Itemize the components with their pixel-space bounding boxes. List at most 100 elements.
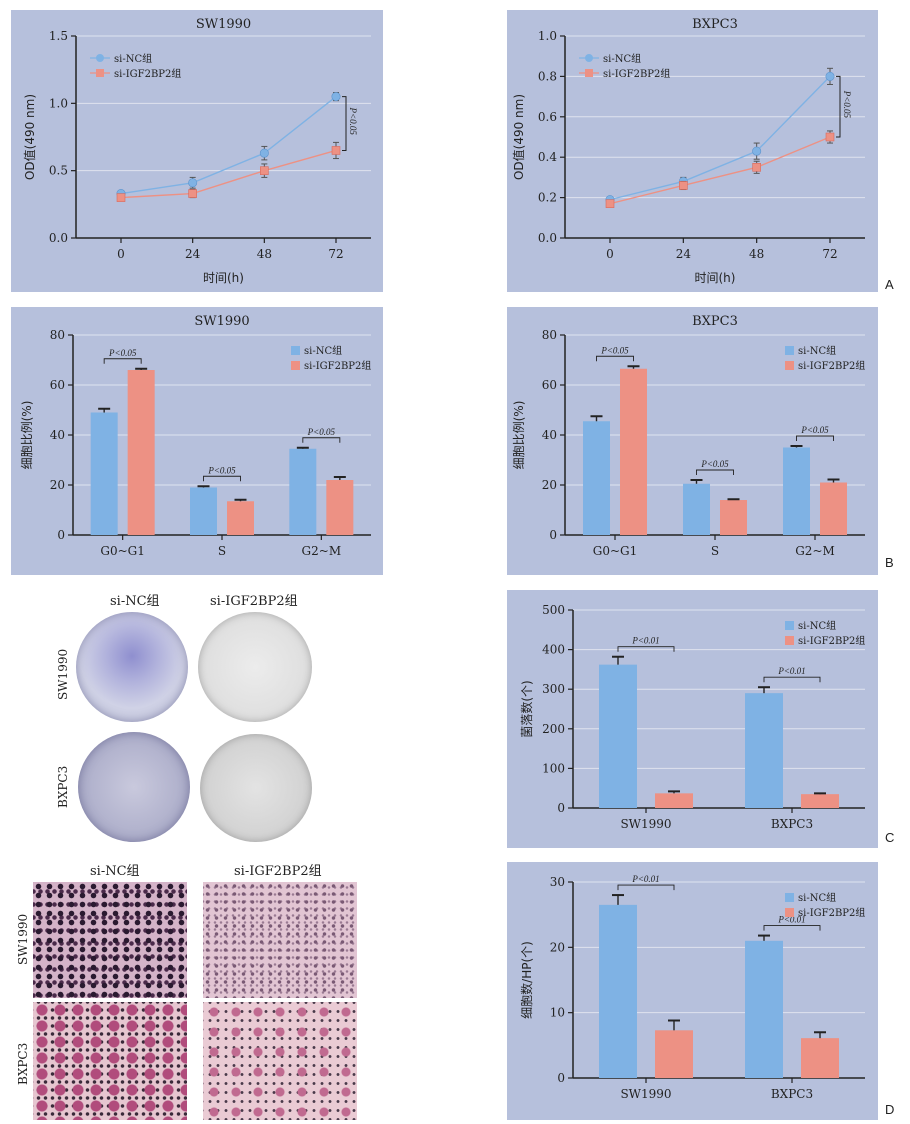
legend-swatch bbox=[785, 893, 794, 902]
transwell-col-header-nc: si-NC组 bbox=[90, 864, 140, 879]
bar bbox=[683, 483, 710, 535]
data-point bbox=[188, 178, 198, 188]
x-tick-label: 0 bbox=[117, 247, 125, 261]
data-point bbox=[331, 92, 341, 102]
x-tick-label: G0~G1 bbox=[593, 544, 638, 558]
bar bbox=[326, 480, 354, 535]
significance-label: P<0.05 bbox=[842, 90, 852, 119]
y-tick-label: 60 bbox=[50, 378, 65, 392]
significance-label: P<0.01 bbox=[777, 915, 805, 925]
y-tick-label: 40 bbox=[542, 428, 557, 442]
legend-marker bbox=[96, 69, 104, 77]
chart-title: SW1990 bbox=[196, 17, 251, 32]
bar-chart-migration: 0102030细胞数/HP(个)SW1990P<0.01BXPC3P<0.01s… bbox=[519, 874, 865, 1101]
y-tick-label: 0.5 bbox=[49, 164, 68, 178]
x-tick-label: 0 bbox=[606, 247, 614, 261]
data-point bbox=[752, 163, 761, 172]
y-tick-label: 30 bbox=[550, 875, 565, 889]
chart-title: BXPC3 bbox=[692, 17, 738, 32]
significance-bracket bbox=[617, 884, 675, 891]
data-point bbox=[825, 71, 835, 81]
legend-label: si-NC组 bbox=[304, 344, 342, 357]
significance-label: P<0.05 bbox=[600, 345, 629, 355]
legend-swatch bbox=[785, 361, 794, 370]
x-tick-label: BXPC3 bbox=[771, 1087, 813, 1101]
y-tick-label: 0.0 bbox=[538, 231, 557, 245]
data-point bbox=[259, 148, 269, 158]
significance-bracket bbox=[696, 469, 734, 475]
legend-swatch bbox=[785, 621, 794, 630]
bar bbox=[599, 664, 637, 808]
y-tick-label: 0.4 bbox=[538, 150, 557, 164]
legend-marker bbox=[96, 54, 104, 62]
y-axis-label: 菌落数(个) bbox=[519, 680, 534, 737]
chart-title: SW1990 bbox=[194, 314, 249, 329]
y-tick-label: 500 bbox=[542, 603, 565, 617]
y-tick-label: 60 bbox=[542, 378, 557, 392]
y-tick-label: 40 bbox=[50, 428, 65, 442]
colony-col-header-kd: si-IGF2BP2组 bbox=[210, 594, 298, 609]
chart-panel-a1: 0.0 0.5 1.0 1.5 OD值(490 nm) SW1990 0 24 48 72 时间(h… bbox=[11, 10, 383, 292]
colony-col-header-nc: si-NC组 bbox=[110, 594, 160, 609]
bar-chart-cellcycle-sw1990: 0 20 40 60 80 细胞比例(%) SW1990 G0~G1 P<0.05 S P<0.05… bbox=[20, 314, 371, 558]
y-tick-label: 1.5 bbox=[49, 29, 68, 43]
significance-bracket bbox=[203, 475, 241, 482]
transwell-photo-bxpc3-kd bbox=[203, 1002, 357, 1120]
legend-marker bbox=[585, 69, 593, 77]
significance-label: P<0.01 bbox=[631, 874, 659, 884]
bar bbox=[227, 501, 254, 535]
x-tick-label: BXPC3 bbox=[771, 817, 813, 831]
bar bbox=[289, 448, 317, 535]
significance-label: P<0.05 bbox=[800, 425, 829, 435]
data-point bbox=[679, 181, 688, 190]
transwell-row-header-bxpc3: BXPC3 bbox=[16, 1042, 30, 1085]
x-axis-label: 时间(h) bbox=[203, 271, 244, 285]
significance-label: P<0.01 bbox=[631, 636, 659, 646]
y-tick-label: 0 bbox=[549, 528, 557, 542]
panel-label-d: D bbox=[885, 1102, 895, 1117]
panel-label-c: C bbox=[885, 830, 895, 845]
x-tick-label: G2~M bbox=[302, 544, 342, 558]
y-tick-label: 0 bbox=[557, 1071, 565, 1085]
legend-label: si-NC组 bbox=[798, 891, 836, 904]
x-tick-label: G0~G1 bbox=[100, 544, 145, 558]
series-line bbox=[609, 136, 831, 205]
legend-label: si-NC组 bbox=[603, 52, 641, 65]
significance-bracket bbox=[103, 358, 142, 364]
y-tick-label: 200 bbox=[542, 722, 565, 736]
x-tick-label: 72 bbox=[822, 247, 837, 261]
y-tick-label: 10 bbox=[550, 1006, 565, 1020]
significance-label: P<0.05 bbox=[700, 459, 729, 469]
x-tick-label: S bbox=[218, 544, 226, 558]
significance-bracket bbox=[302, 437, 341, 443]
data-point bbox=[260, 166, 269, 175]
significance-label: P<0.05 bbox=[108, 348, 137, 358]
legend-swatch bbox=[785, 346, 794, 355]
legend-label: si-IGF2BP2组 bbox=[798, 359, 865, 372]
y-tick-label: 400 bbox=[542, 643, 565, 657]
legend-label: si-IGF2BP2组 bbox=[304, 359, 371, 372]
bar bbox=[583, 421, 610, 535]
legend-swatch bbox=[291, 361, 300, 370]
y-axis-label: 细胞比例(%) bbox=[20, 401, 34, 470]
legend-label: si-IGF2BP2组 bbox=[798, 634, 865, 647]
y-tick-label: 1.0 bbox=[49, 96, 68, 110]
y-tick-label: 20 bbox=[542, 478, 557, 492]
legend-label: si-IGF2BP2组 bbox=[603, 67, 670, 80]
bar bbox=[599, 904, 637, 1078]
y-axis-label: OD值(490 nm) bbox=[511, 94, 526, 180]
y-tick-label: 300 bbox=[542, 682, 565, 696]
x-tick-label: G2~M bbox=[795, 544, 835, 558]
colony-row-header-sw1990: SW1990 bbox=[56, 648, 70, 700]
chart-panel-a2: 0.0 0.2 0.4 0.6 0.8 1.0 OD值(490 nm) BXPC3 0 24 48 7… bbox=[507, 10, 878, 292]
bar bbox=[801, 1038, 839, 1078]
y-tick-label: 80 bbox=[542, 328, 557, 342]
colony-dish-bxpc3-nc bbox=[78, 732, 190, 842]
legend-label: si-NC组 bbox=[798, 344, 836, 357]
bar bbox=[620, 368, 647, 535]
bar bbox=[127, 370, 155, 535]
data-point bbox=[188, 189, 197, 198]
data-point bbox=[331, 146, 341, 155]
x-tick-label: SW1990 bbox=[620, 1087, 671, 1101]
legend-swatch bbox=[785, 636, 794, 645]
